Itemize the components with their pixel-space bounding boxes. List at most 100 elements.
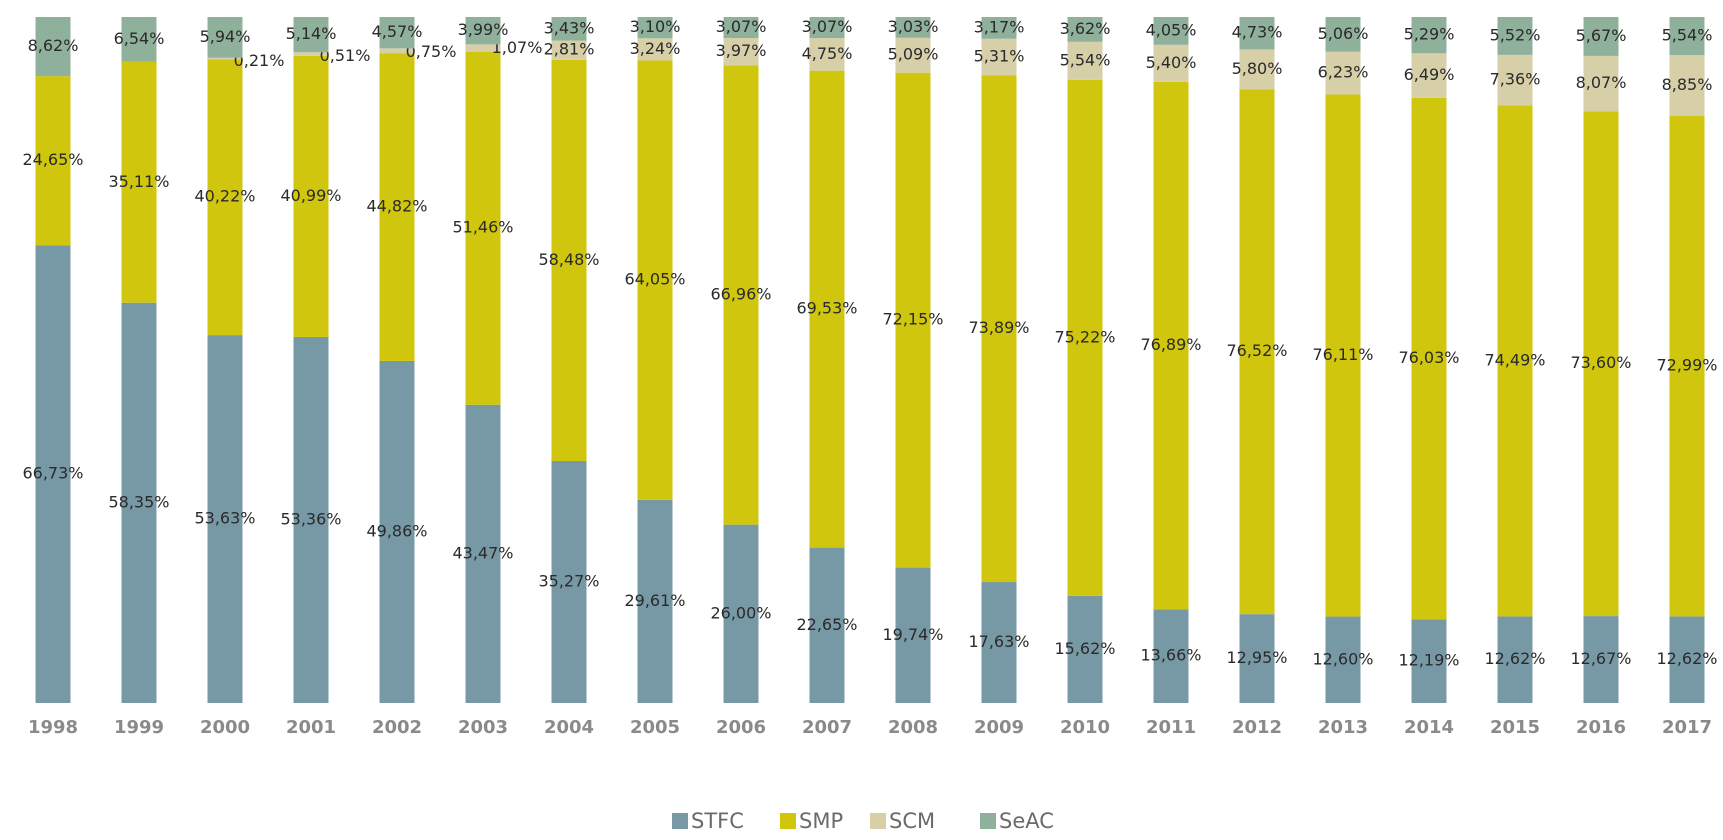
legend-swatch <box>780 813 796 829</box>
data-label: 8,85% <box>1662 75 1713 94</box>
bar-segment <box>723 524 759 703</box>
data-label: 7,36% <box>1490 70 1541 89</box>
data-label: 3,07% <box>802 17 853 36</box>
bar-segment <box>637 499 673 703</box>
data-label: 76,89% <box>1140 335 1201 354</box>
data-label: 5,14% <box>286 24 337 43</box>
data-label: 5,54% <box>1662 26 1713 45</box>
bar-segment <box>35 17 71 77</box>
bar-segment <box>1411 97 1447 620</box>
data-label: 5,09% <box>888 45 939 64</box>
data-label: 66,96% <box>710 284 771 303</box>
bar-segment <box>207 17 243 58</box>
data-label: 5,94% <box>200 27 251 46</box>
data-label: 2,81% <box>544 40 595 59</box>
data-label: 44,82% <box>366 197 427 216</box>
x-tick-label: 2002 <box>372 717 422 738</box>
x-tick-label: 2007 <box>802 717 852 738</box>
bar-segment <box>465 44 501 52</box>
bar-segment <box>895 37 931 73</box>
bar-segment <box>723 38 759 66</box>
data-label: 5,80% <box>1232 59 1283 78</box>
bar-segment <box>1411 619 1447 703</box>
data-label: 40,99% <box>280 186 341 205</box>
bar-segment <box>1153 17 1189 45</box>
x-tick-label: 2011 <box>1146 717 1196 738</box>
data-label: 17,63% <box>968 632 1029 651</box>
data-label: 49,86% <box>366 521 427 540</box>
data-label: 5,52% <box>1490 25 1541 44</box>
bar-segment <box>809 17 845 39</box>
data-label: 22,65% <box>796 615 857 634</box>
bar-segment <box>723 65 759 525</box>
data-label: 51,46% <box>452 218 513 237</box>
bar-segment <box>981 582 1017 703</box>
bar-segment <box>1583 55 1619 112</box>
x-tick-label: 2005 <box>630 717 680 738</box>
bar-segment <box>551 59 587 462</box>
data-label: 76,52% <box>1226 341 1287 360</box>
bar-segment <box>637 38 673 61</box>
bar-segment <box>1411 17 1447 54</box>
data-label: 12,62% <box>1484 649 1545 668</box>
legend-label: SMP <box>799 809 843 833</box>
x-tick-label: 2006 <box>716 717 766 738</box>
legend-label: SCM <box>889 809 935 833</box>
data-label: 8,07% <box>1576 73 1627 92</box>
x-tick-label: 2013 <box>1318 717 1368 738</box>
bar-segment <box>809 70 845 548</box>
bar-segment <box>1067 79 1103 596</box>
bar-segment <box>1153 44 1189 82</box>
bar-segment <box>379 17 415 49</box>
legend-label: SeAC <box>999 809 1054 833</box>
data-label: 12,67% <box>1570 649 1631 668</box>
data-label: 53,63% <box>194 509 255 528</box>
bar-segment <box>551 17 587 41</box>
bar-segment <box>809 547 845 703</box>
bar-segment <box>379 360 415 703</box>
bar-segment <box>1669 17 1705 56</box>
bar-segment <box>379 48 415 54</box>
data-label: 72,15% <box>882 310 943 329</box>
x-tick-label: 2001 <box>286 717 336 738</box>
bar-segment <box>207 57 243 60</box>
bar-segment <box>551 461 587 703</box>
x-tick-label: 2003 <box>458 717 508 738</box>
bar-segment <box>1239 614 1275 703</box>
bar-segment <box>1497 54 1533 106</box>
bar-segment <box>981 38 1017 76</box>
bar-segment <box>1583 616 1619 703</box>
data-label: 19,74% <box>882 625 943 644</box>
bar-segment <box>35 245 71 704</box>
data-label: 3,03% <box>888 17 939 36</box>
bar-segment <box>1239 17 1275 50</box>
data-label: 35,11% <box>108 172 169 191</box>
bar-segment <box>1411 53 1447 98</box>
x-tick-label: 2000 <box>200 717 250 738</box>
data-label: 3,43% <box>544 18 595 37</box>
data-label: 26,00% <box>710 603 771 622</box>
data-label: 6,54% <box>114 29 165 48</box>
data-label: 76,11% <box>1312 345 1373 364</box>
data-label: 0,51% <box>320 46 371 65</box>
bar-segment <box>379 53 415 361</box>
data-label: 53,36% <box>280 509 341 528</box>
data-label: 3,99% <box>458 20 509 39</box>
data-label: 58,48% <box>538 250 599 269</box>
x-tick-label: 2010 <box>1060 717 1110 738</box>
bar-segment <box>637 60 673 500</box>
data-label: 6,49% <box>1404 65 1455 84</box>
data-label: 35,27% <box>538 572 599 591</box>
data-label: 5,31% <box>974 46 1025 65</box>
data-label: 12,62% <box>1656 649 1717 668</box>
data-label: 75,22% <box>1054 327 1115 346</box>
data-label: 5,29% <box>1404 25 1455 44</box>
data-label: 5,06% <box>1318 24 1369 43</box>
legend-swatch <box>672 813 688 829</box>
data-label: 72,99% <box>1656 356 1717 375</box>
data-label: 64,05% <box>624 270 685 289</box>
bar-segment <box>895 72 931 568</box>
bar-segment <box>121 61 157 303</box>
data-label: 66,73% <box>22 464 83 483</box>
